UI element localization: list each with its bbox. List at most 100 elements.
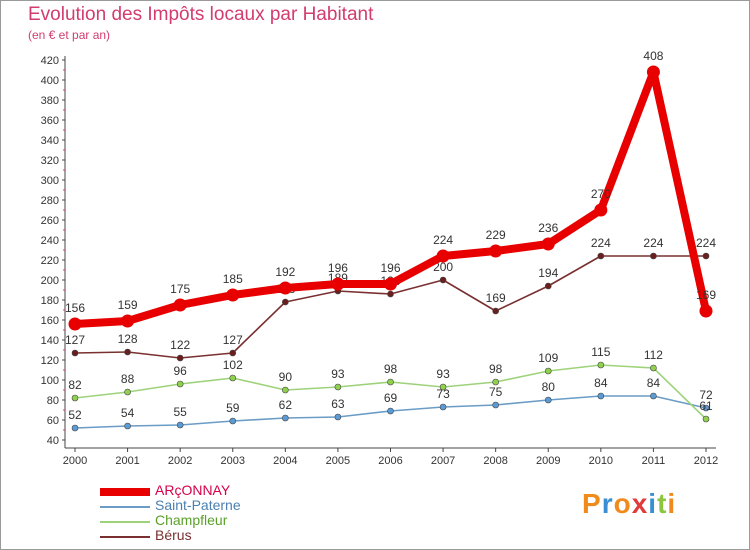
y-tick-label: 260 [41, 215, 59, 227]
data-label: 75 [489, 385, 503, 399]
data-point [597, 361, 605, 369]
x-tick-label: 2002 [168, 455, 192, 467]
y-tick-label: 320 [41, 155, 59, 167]
data-label: 194 [538, 266, 558, 280]
data-point [282, 386, 289, 394]
data-label: 408 [643, 49, 663, 63]
data-label: 112 [644, 348, 663, 362]
data-point [646, 65, 660, 79]
data-point [282, 298, 289, 306]
data-point [544, 282, 552, 290]
legend-swatch-saint-paterne [100, 506, 150, 508]
x-tick-label: 2008 [483, 455, 507, 467]
data-label: 185 [223, 272, 243, 286]
legend-label-arconnay: ARçONNAY [155, 482, 231, 498]
data-label: 80 [542, 380, 556, 394]
data-label: 200 [433, 260, 453, 274]
data-label: 229 [486, 228, 506, 242]
data-label: 159 [118, 298, 138, 312]
data-point [439, 403, 447, 411]
x-tick-label: 2000 [63, 455, 87, 467]
y-tick-label: 60 [47, 415, 59, 427]
x-tick-label: 2003 [221, 455, 245, 467]
data-point [282, 414, 289, 422]
x-tick-label: 2009 [536, 455, 560, 467]
data-label: 63 [331, 397, 345, 411]
data-point [436, 249, 450, 263]
data-label: 61 [699, 399, 713, 413]
data-label: 69 [384, 391, 398, 405]
y-tick-label: 340 [41, 135, 59, 147]
data-label: 102 [223, 358, 243, 372]
data-label: 93 [331, 367, 345, 381]
data-label: 196 [328, 261, 348, 275]
data-label: 156 [65, 301, 85, 315]
y-tick-label: 400 [41, 75, 59, 87]
brand-letter: x [631, 488, 649, 519]
data-point [492, 378, 499, 386]
data-label: 55 [173, 405, 187, 419]
y-tick-label: 380 [41, 95, 59, 107]
chart-title: Evolution des Impôts locaux par Habitant [28, 4, 374, 25]
data-point [702, 252, 710, 260]
y-tick-label: 420 [41, 55, 59, 67]
data-point [702, 415, 710, 423]
data-point [229, 417, 237, 425]
brand-letter: o [613, 488, 632, 519]
x-tick-label: 2011 [642, 455, 666, 467]
data-point [71, 394, 79, 402]
legend-swatch-champfleur [100, 521, 150, 523]
data-point [544, 396, 552, 404]
data-label: 224 [591, 236, 611, 250]
data-point [176, 380, 184, 388]
data-point [334, 413, 342, 421]
brand-letter: P [582, 488, 602, 519]
y-tick-label: 40 [47, 435, 59, 447]
data-label: 72 [699, 388, 713, 402]
data-label: 224 [696, 236, 716, 250]
data-point [71, 424, 79, 432]
data-label: 224 [433, 233, 453, 247]
data-point [650, 392, 657, 400]
y-tick-label: 140 [41, 335, 59, 347]
legend-label-saint-paterne: Saint-Paterne [155, 497, 241, 513]
data-point [492, 401, 499, 409]
data-label: 52 [68, 408, 82, 422]
data-label: 175 [170, 282, 190, 296]
y-tick-label: 180 [41, 295, 59, 307]
legend-swatch-arconnay [100, 488, 150, 496]
data-label: 169 [696, 288, 716, 302]
data-point [68, 317, 82, 331]
data-point [229, 374, 237, 382]
data-point [71, 349, 79, 357]
data-point [121, 314, 135, 328]
x-tick-label: 2006 [378, 455, 402, 467]
brand-letter: i [667, 488, 677, 519]
data-label: 127 [223, 333, 243, 347]
x-tick-label: 2001 [115, 455, 139, 467]
data-label: 169 [486, 291, 506, 305]
legend-label-champfleur: Champfleur [155, 512, 228, 528]
x-tick-label: 2004 [273, 455, 297, 467]
data-point [650, 364, 657, 372]
brand-letter: r [601, 488, 614, 519]
data-label: 192 [275, 265, 295, 279]
y-tick-label: 280 [41, 195, 59, 207]
data-point [597, 392, 605, 400]
data-point [176, 421, 184, 429]
chart-subtitle: (en € et par an) [28, 28, 111, 42]
data-point [650, 252, 657, 260]
brand-letter: i [648, 488, 658, 519]
x-tick-label: 2005 [326, 455, 350, 467]
x-tick-label: 2010 [589, 455, 613, 467]
data-point [387, 290, 394, 298]
data-label: 73 [436, 387, 450, 401]
data-point [489, 244, 503, 258]
y-tick-label: 100 [41, 375, 59, 387]
data-label: 90 [279, 370, 293, 384]
data-label: 62 [279, 398, 293, 412]
data-point [384, 277, 397, 291]
data-label: 93 [436, 367, 450, 381]
